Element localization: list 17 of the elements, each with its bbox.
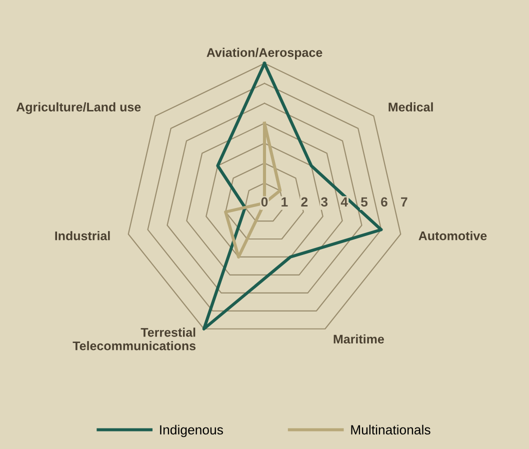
spoke-label: Medical xyxy=(388,102,433,112)
spoke-label: Terrestial Telecommunications xyxy=(72,328,196,350)
y-tick-label: 3 xyxy=(320,197,328,207)
spoke-label: Automotive xyxy=(418,231,487,240)
legend-label: Indigenous xyxy=(160,424,223,438)
spoke-label: Aviation/Aerospace xyxy=(206,48,322,60)
spoke-label: Agriculture/Land use xyxy=(16,102,141,114)
y-tick-label: 2 xyxy=(301,197,308,206)
y-tick-label: 1 xyxy=(282,197,288,206)
y-tick-label: 4 xyxy=(340,197,348,206)
y-tick-label: 6 xyxy=(381,197,388,207)
spoke-label: Maritime xyxy=(334,334,384,344)
spoke-label: Industrial xyxy=(55,231,110,240)
legend-label: Multinationals xyxy=(351,424,430,435)
y-tick-label: 0 xyxy=(261,197,268,207)
y-tick-label: 7 xyxy=(401,197,408,206)
y-tick-label: 5 xyxy=(360,197,368,207)
